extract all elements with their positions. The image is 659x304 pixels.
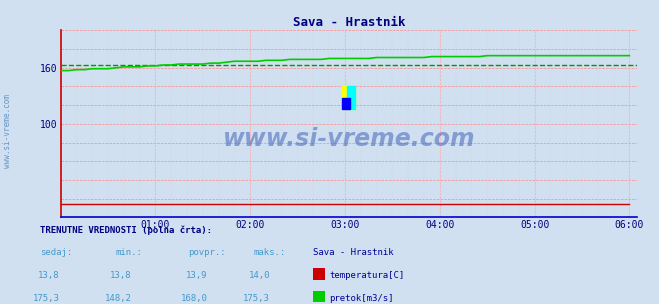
Bar [342, 98, 349, 109]
Text: 175,3: 175,3 [32, 294, 59, 303]
Text: min.:: min.: [115, 248, 142, 257]
Text: 13,8: 13,8 [38, 271, 59, 280]
Text: maks.:: maks.: [254, 248, 286, 257]
Text: 14,0: 14,0 [248, 271, 270, 280]
Text: www.si-vreme.com: www.si-vreme.com [3, 94, 13, 168]
Text: pretok[m3/s]: pretok[m3/s] [330, 294, 394, 303]
Bar [347, 87, 355, 109]
Text: 168,0: 168,0 [181, 294, 208, 303]
Text: www.si-vreme.com: www.si-vreme.com [223, 127, 475, 151]
Text: sedaj:: sedaj: [40, 248, 72, 257]
Title: Sava - Hrastnik: Sava - Hrastnik [293, 16, 405, 29]
Text: Sava - Hrastnik: Sava - Hrastnik [313, 248, 393, 257]
Text: 148,2: 148,2 [105, 294, 132, 303]
Text: povpr.:: povpr.: [188, 248, 225, 257]
Text: temperatura[C]: temperatura[C] [330, 271, 405, 280]
Bar [342, 87, 355, 109]
Text: 13,9: 13,9 [186, 271, 208, 280]
Text: 175,3: 175,3 [243, 294, 270, 303]
Text: TRENUTNE VREDNOSTI (polna črta):: TRENUTNE VREDNOSTI (polna črta): [40, 225, 212, 235]
Text: 13,8: 13,8 [110, 271, 132, 280]
